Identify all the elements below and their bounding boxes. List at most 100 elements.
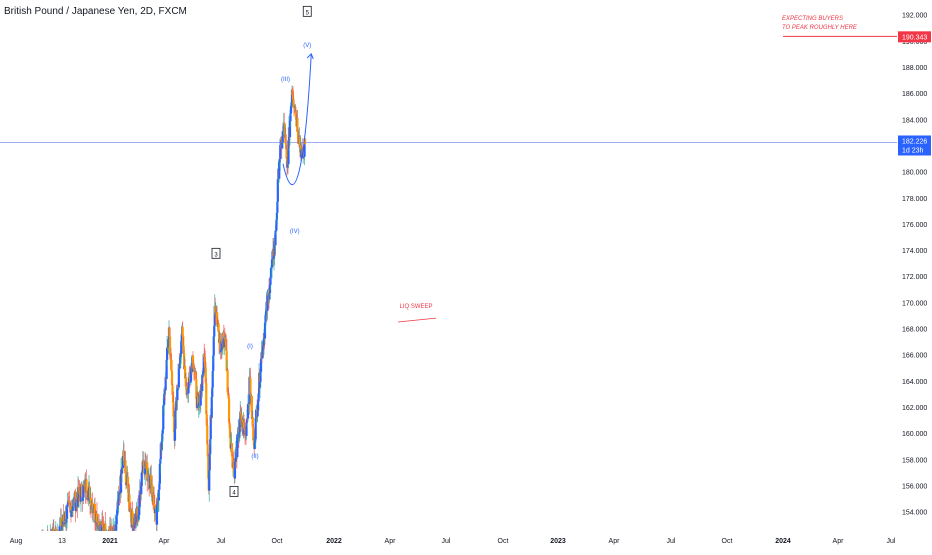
candle-body — [249, 378, 252, 395]
candle-body — [168, 327, 171, 337]
candle-body — [101, 525, 105, 528]
candle-body — [284, 134, 287, 144]
candle-body — [294, 111, 298, 119]
candle-body — [153, 495, 156, 505]
wave-label: (II) — [251, 454, 258, 460]
candle-body — [261, 351, 264, 359]
candle-body — [205, 383, 208, 414]
candle-body — [228, 425, 232, 438]
time-axis-bg — [0, 531, 932, 550]
candle-body — [269, 277, 272, 285]
candle-body — [157, 500, 160, 502]
candle-body — [291, 89, 294, 96]
candle-body — [292, 99, 295, 105]
x-tick-label: Apr — [159, 538, 171, 545]
candle-body — [172, 416, 176, 433]
candle-body — [171, 385, 174, 395]
candle-body — [176, 384, 179, 401]
candle-body — [212, 336, 215, 356]
candle-body — [170, 359, 173, 372]
candle-body — [239, 411, 242, 418]
candle-body — [85, 479, 88, 493]
candle-body — [231, 456, 234, 468]
candle-body — [272, 255, 276, 259]
candle-body — [261, 342, 265, 352]
candle-body — [217, 332, 221, 343]
candle-body — [199, 394, 202, 406]
x-tick-label: Apr — [833, 538, 845, 545]
candle-body — [292, 104, 296, 109]
candle-body — [161, 429, 164, 434]
candle-body — [91, 502, 94, 514]
candle-body — [253, 442, 256, 450]
candle-body — [74, 502, 78, 511]
candle-body — [63, 522, 67, 524]
candle-body — [250, 396, 253, 420]
candle-body — [191, 355, 195, 364]
candle-body — [246, 418, 249, 420]
candle-body — [268, 284, 272, 294]
candle-body — [163, 388, 166, 394]
y-tick-label: 158.000 — [902, 457, 927, 464]
candle-body — [279, 145, 282, 160]
candle-body — [140, 472, 143, 487]
candle-body — [180, 341, 183, 355]
candle-body — [127, 487, 130, 502]
candle-body — [288, 121, 292, 138]
candle-body — [95, 513, 99, 527]
candle-body — [205, 413, 208, 426]
candle-body — [245, 418, 249, 423]
candle-body — [210, 397, 213, 418]
candle-body — [293, 108, 296, 112]
candle-body — [148, 487, 151, 489]
x-tick-label: Jul — [887, 538, 896, 545]
candle-body — [248, 376, 252, 379]
candle-body — [274, 230, 278, 232]
candle-body — [165, 359, 168, 380]
candle-body — [227, 394, 230, 399]
candle-body — [209, 415, 212, 440]
candle-body — [162, 405, 165, 430]
annotation-liq-sweep: LIQ SWEEP — [399, 304, 432, 310]
x-tick-label: 2023 — [550, 538, 566, 545]
current-price-countdown: 1d 23h — [902, 147, 924, 154]
candle-body — [115, 515, 118, 525]
candle-body — [303, 138, 306, 157]
candle-body — [225, 350, 228, 371]
candle-body — [183, 353, 186, 370]
candle-body — [174, 410, 177, 429]
candle-body — [117, 491, 120, 506]
y-tick-label: 184.000 — [902, 117, 927, 124]
candle-body — [257, 401, 260, 411]
candle-body — [175, 397, 178, 408]
candle-body — [296, 117, 299, 133]
projection-arrowhead — [306, 52, 314, 60]
candle-body — [140, 486, 143, 495]
candle-body — [116, 502, 119, 510]
candle-body — [239, 411, 242, 427]
candle-body — [246, 403, 250, 419]
candle-body — [236, 434, 239, 458]
candle-body — [164, 376, 167, 391]
candle-body — [179, 354, 182, 357]
candle-body — [150, 475, 153, 494]
candle-body — [220, 341, 224, 350]
candle-body — [192, 368, 196, 370]
candle-body — [208, 454, 211, 471]
candle-body — [146, 462, 149, 481]
candle-body — [286, 161, 289, 168]
x-tick-label: 2021 — [102, 538, 118, 545]
candle-body — [263, 322, 267, 339]
candle-body — [161, 433, 164, 441]
candle-body — [242, 422, 246, 429]
x-tick-label: Jul — [217, 538, 226, 545]
x-tick-label: Apr — [609, 538, 621, 545]
candle-body — [185, 393, 189, 395]
candle-body — [115, 524, 118, 531]
candle-body — [153, 508, 157, 514]
y-tick-label: 180.000 — [902, 170, 927, 177]
candle-body — [82, 485, 85, 498]
candle-body — [119, 469, 123, 493]
x-tick-label: Oct — [722, 538, 733, 545]
candle-body — [138, 490, 141, 507]
